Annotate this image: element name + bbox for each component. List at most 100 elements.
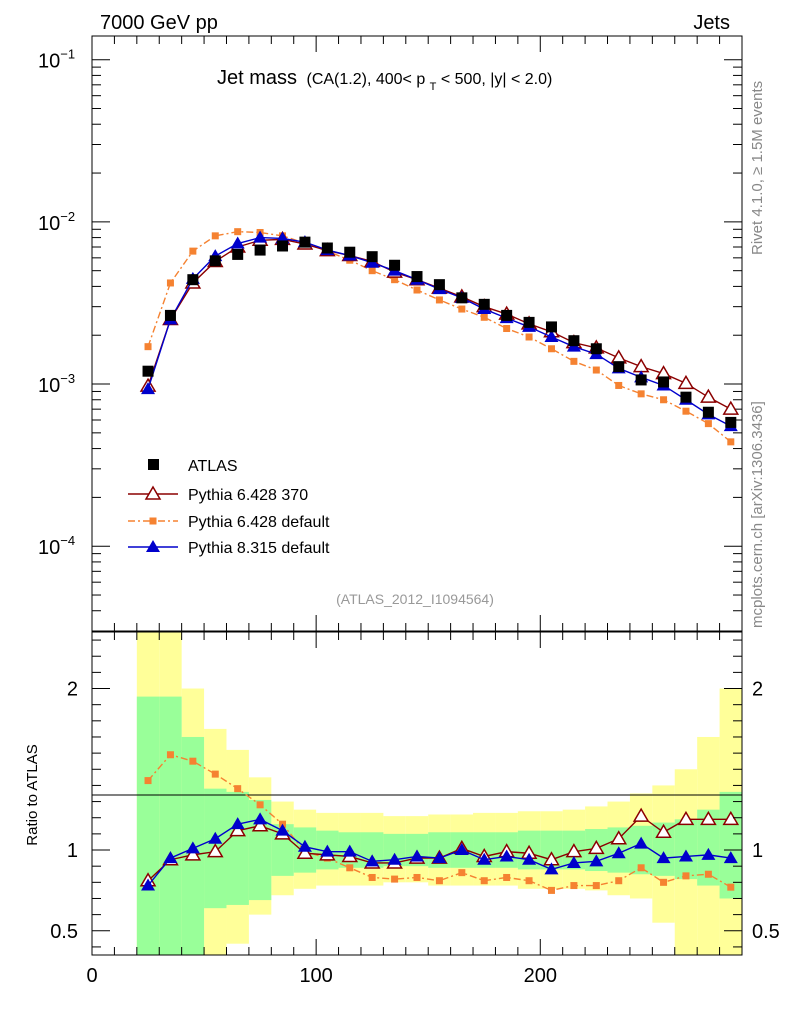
ytick-exponent: −1: [60, 47, 75, 62]
ratio-point-pythia-6-428-default: [346, 864, 354, 872]
ratio-point-pythia-6-428-370: [610, 830, 628, 845]
point-atlas: [254, 244, 266, 256]
ratio-ytick-label: 0.5: [50, 921, 78, 943]
point-pythia-6-428-default: [144, 343, 152, 351]
main-ytick-label: 10−2: [38, 209, 75, 235]
point-pythia-6-428-370: [700, 388, 717, 403]
ratio-line-pythia-6-428-default: [147, 753, 732, 892]
point-pythia-6-428-default: [166, 279, 174, 287]
point-atlas: [299, 236, 311, 248]
ratio-point-pythia-6-428-default: [704, 870, 712, 878]
point-pythia-6-428-default: [570, 357, 578, 365]
ratio-point-pythia-6-428-default: [435, 877, 443, 885]
point-pythia-6-428-default: [413, 286, 421, 294]
point-pythia-8-315-default: [141, 382, 156, 395]
point-atlas: [277, 240, 289, 252]
point-atlas: [478, 298, 490, 310]
series-pythia-6-428-default: [144, 228, 735, 446]
title-main: Jet mass: [217, 67, 297, 89]
point-atlas: [366, 251, 378, 263]
ratio-ytick-label-right: 1: [752, 840, 763, 862]
point-pythia-6-428-370: [677, 374, 695, 390]
ratio-point-pythia-6-428-default: [570, 882, 578, 890]
point-pythia-6-428-default: [637, 390, 645, 398]
ytick-mantissa: 10: [38, 51, 60, 73]
ytick-exponent: −3: [60, 371, 75, 386]
title-sub-prefix: (CA(1.2), 400< p: [306, 71, 425, 88]
xtick-label: 100: [299, 965, 332, 987]
ratio-point-pythia-8-315-default: [634, 836, 649, 849]
ytick-mantissa: 10: [38, 375, 60, 397]
ratio-ytick-label: 1: [67, 840, 78, 862]
point-atlas: [344, 246, 356, 258]
ratio-point-pythia-6-428-370: [700, 810, 717, 826]
title-sub-subscript: T: [430, 81, 437, 93]
point-pythia-6-428-370: [610, 349, 628, 364]
legend-entry-pythia6-default: Pythia 6.428 default: [128, 514, 330, 531]
ratio-point-pythia-6-428-default: [503, 873, 511, 881]
point-atlas: [456, 292, 468, 304]
point-atlas: [187, 274, 199, 286]
point-atlas: [613, 361, 625, 373]
ratio-point-pythia-8-315-default: [723, 851, 738, 864]
ratio-point-pythia-6-428-default: [592, 882, 600, 890]
ratio-point-pythia-8-315-default: [320, 844, 335, 857]
ratio-point-pythia-6-428-default: [144, 777, 152, 785]
main-panel: 10−110−210−310−4 Jet mass (CA(1.2), 400<…: [38, 35, 743, 632]
ratio-point-pythia-8-315-default: [387, 852, 402, 865]
ratio-frame: [91, 631, 743, 956]
legend-label-pythia6-default: Pythia 6.428 default: [188, 514, 330, 531]
ratio-point-pythia-8-315-default: [297, 839, 312, 852]
ratio-point-pythia-6-428-default: [547, 886, 555, 894]
ratio-point-pythia-8-315-default: [477, 852, 492, 865]
point-pythia-6-428-default: [660, 396, 668, 404]
point-pythia-6-428-default: [704, 420, 712, 428]
point-atlas: [433, 279, 445, 291]
legend-marker-pythia6-default: [149, 517, 157, 525]
ratio-point-pythia-8-315-default: [499, 849, 514, 862]
ratio-point-pythia-6-428-default: [727, 883, 735, 891]
ratio-point-pythia-6-428-default: [480, 877, 488, 885]
ratio-bands: [136, 632, 742, 955]
point-atlas: [321, 242, 333, 254]
point-pythia-6-428-default: [682, 407, 690, 415]
ratio-point-pythia-6-428-370: [632, 807, 650, 822]
band-1sigma: [248, 799, 272, 901]
point-atlas: [209, 255, 221, 267]
ratio-point-pythia-8-315-default: [365, 854, 380, 867]
point-atlas: [680, 391, 692, 403]
ratio-point-pythia-6-428-370: [206, 843, 224, 858]
main-ytick-label: 10−3: [38, 371, 75, 397]
point-atlas: [523, 316, 535, 328]
point-atlas: [232, 248, 244, 260]
band-1sigma: [383, 833, 406, 867]
legend-entry-pythia8-default: Pythia 8.315 default: [128, 540, 330, 557]
ratio-point-pythia-8-315-default: [701, 847, 716, 860]
legend-marker-atlas: [148, 459, 159, 470]
ratio-point-pythia-8-315-default: [589, 854, 604, 867]
ratio-point-pythia-6-428-370: [296, 844, 314, 860]
point-pythia-8-315-default: [544, 330, 559, 343]
band-1sigma: [226, 791, 249, 905]
ytick-mantissa: 10: [38, 537, 60, 559]
ratio-point-pythia-8-315-default: [611, 846, 626, 859]
ratio-point-pythia-6-428-370: [251, 817, 269, 832]
ratio-point-pythia-8-315-default: [410, 849, 424, 862]
point-pythia-6-428-default: [503, 325, 511, 333]
ratio-ytick-label: 2: [67, 679, 78, 701]
legend-label-pythia6-370: Pythia 6.428 370: [188, 487, 308, 504]
band-1sigma: [629, 825, 653, 875]
main-series-group: [139, 228, 740, 446]
ratio-point-pythia-8-315-default: [522, 852, 537, 865]
ratio-point-pythia-6-428-default: [166, 751, 174, 759]
ratio-point-pythia-6-428-370: [655, 823, 672, 839]
ratio-point-pythia-6-428-default: [368, 873, 376, 881]
ratio-series-pythia-6-428-default: [144, 751, 735, 894]
ratio-point-pythia-6-428-default: [682, 872, 690, 880]
ratio-point-pythia-6-428-370: [722, 810, 740, 826]
legend-marker-pythia8-default: [146, 540, 160, 552]
legend: ATLAS Pythia 6.428 370 Pythia 6.428 defa…: [128, 458, 330, 557]
band-1sigma: [719, 791, 742, 899]
series-atlas: [142, 236, 737, 428]
